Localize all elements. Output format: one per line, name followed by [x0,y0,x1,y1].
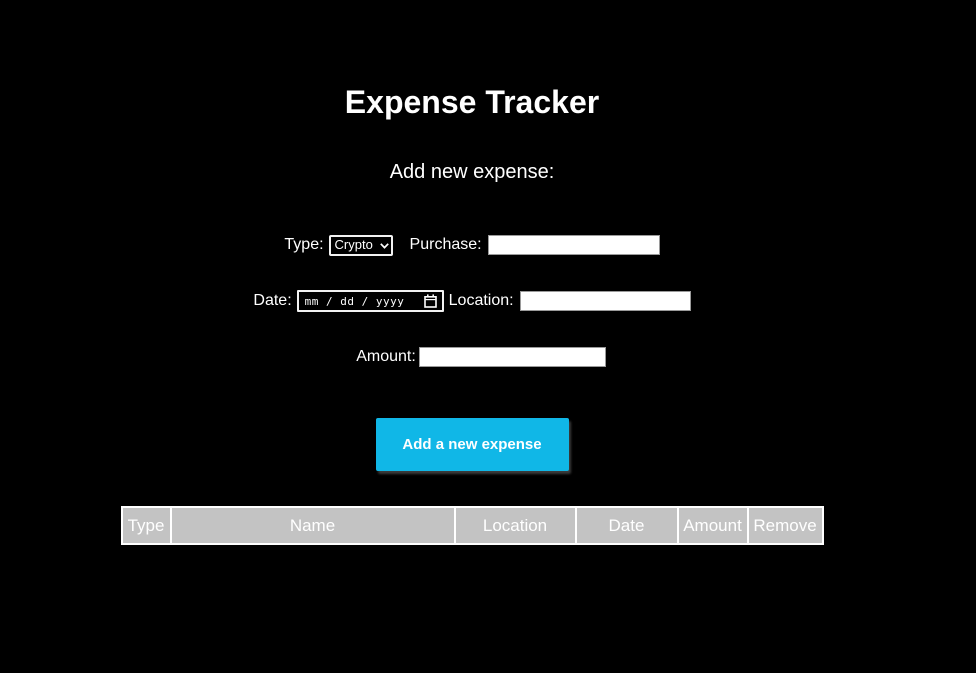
date-label: Date: [253,292,292,309]
column-header-name: Name [169,506,456,545]
subtitle: Add new expense: [389,161,555,183]
type-label: Type: [284,236,324,253]
calendar-icon[interactable] [423,294,437,308]
column-header-date: Date [574,506,679,545]
expense-table: Type Name Location Date Amount Remove [120,506,824,545]
purchase-input[interactable] [487,235,660,255]
page-title: Expense Tracker [344,84,600,120]
column-header-amount: Amount [676,506,749,545]
location-label: Location: [448,292,514,309]
column-header-type: Type [120,506,172,545]
amount-label: Amount: [356,348,416,365]
date-input[interactable]: mm / dd / yyyy [296,290,444,312]
type-select[interactable]: Crypto [328,234,393,256]
add-expense-button[interactable]: Add a new expense [375,418,569,471]
form-row-amount: Amount: [9,346,953,368]
column-header-location: Location [453,506,577,545]
date-placeholder: mm / dd / yyyy [304,294,405,308]
column-header-remove: Remove [746,506,824,545]
form-row-date-location: Date: mm / dd / yyyy Location: [0,290,944,312]
table-header-row: Type Name Location Date Amount Remove [120,506,824,545]
purchase-label: Purchase: [409,236,482,253]
location-input[interactable] [519,291,691,311]
form-row-type-purchase: Type: Crypto Purchase: [0,234,944,256]
amount-input[interactable] [418,347,606,367]
type-select-wrap: Crypto [328,234,393,256]
page-container: Expense Tracker Add new expense: Type: C… [0,86,944,545]
